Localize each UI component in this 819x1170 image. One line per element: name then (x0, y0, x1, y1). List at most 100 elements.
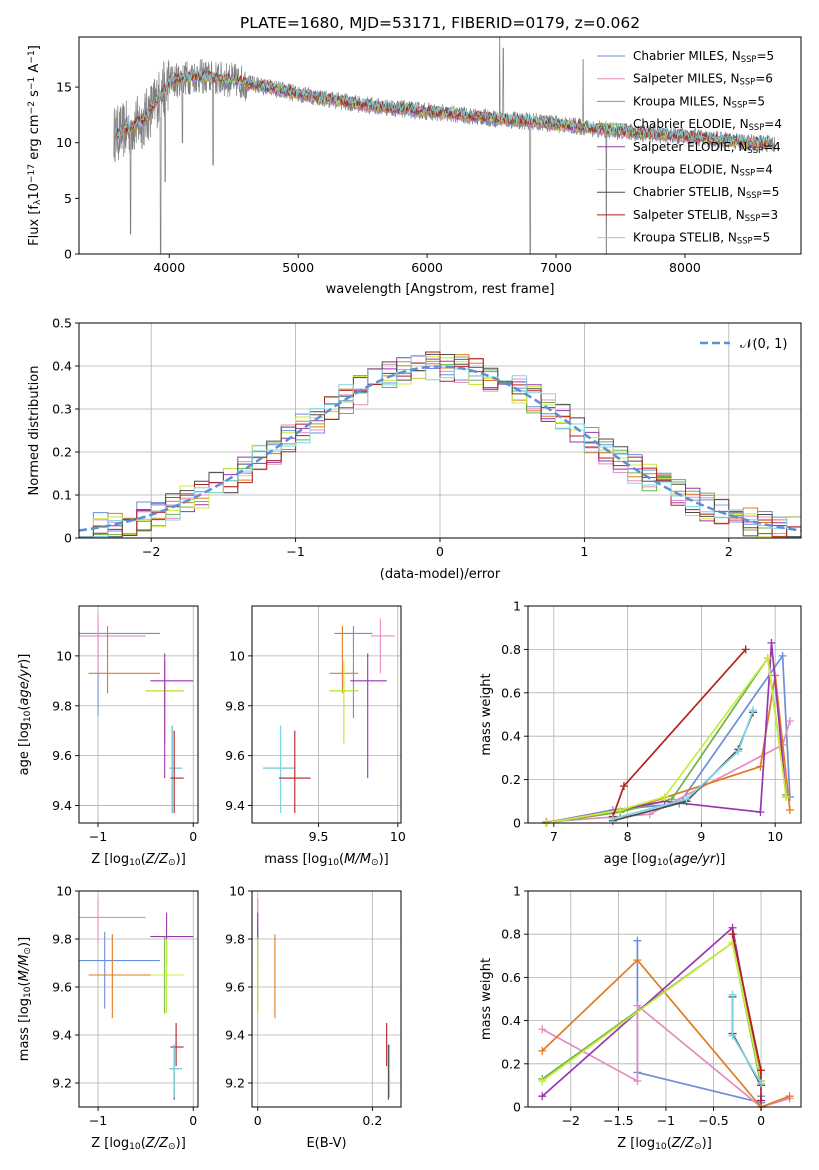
mass-weight-marker (633, 936, 642, 945)
mass-vs-extinction-ytick-label: 9.2 (225, 1076, 245, 1091)
legend-entry: Chabrier STELIB, NSSP=5 (633, 185, 779, 200)
mass-weight-vs-metallicity-frame (527, 890, 802, 1108)
mass-weight-vs-metallicity-ytick-label: 1 (513, 884, 521, 899)
mass-weight-marker (741, 645, 750, 654)
mass-weight-marker (734, 747, 743, 756)
mass-weight-marker (660, 792, 669, 801)
mass-weight-vs-metallicity-xtick-label: 0 (757, 1113, 765, 1128)
mass-weight-vs-age-xtick-label: 9 (697, 829, 705, 844)
mass-weight-line (541, 941, 762, 1082)
mass-weight-line (546, 655, 788, 824)
mass-vs-extinction-ytick-label: 9.8 (225, 932, 245, 947)
spectrum-xtick-label: 6000 (411, 260, 443, 275)
mass-vs-metallicity-ytick-label: 9.2 (52, 1076, 72, 1091)
residual-histogram-xtick-label: 1 (580, 544, 588, 559)
mass-weight-vs-age-ytick-label: 0.6 (501, 685, 521, 700)
spectrum-ytick-label: 10 (56, 135, 72, 150)
mass-vs-metallicity-ytick-label: 9.8 (52, 932, 72, 947)
mass-weight-vs-metallicity-xtick-label: −1 (657, 1113, 675, 1128)
mass-weight-marker (763, 654, 772, 663)
age-vs-metallicity-xtick-label: 0 (189, 829, 197, 844)
data-layer (78, 36, 802, 1111)
mass-vs-metallicity-xtick-label: −1 (89, 1113, 107, 1128)
spectrum-model-line (114, 68, 770, 146)
axes-layer (75, 36, 802, 1111)
mass-weight-marker (785, 805, 794, 814)
mass-weight-marker (782, 792, 791, 801)
age-vs-mass-ytick-label: 9.4 (225, 798, 245, 813)
mass-weight-marker (538, 1077, 547, 1086)
mass-weight-line (541, 926, 762, 1097)
mass-weight-vs-metallicity-xtick-label: −2 (562, 1113, 580, 1128)
mass-weight-vs-age-frame (527, 605, 802, 824)
spectrum-xlabel: wavelength [Angstrom, rest frame] (326, 282, 555, 297)
mass-weight-line (546, 720, 791, 823)
age-vs-mass-xlabel: mass [log10(M/M⊙)] (264, 852, 388, 868)
mass-weight-vs-metallicity-ytick-label: 0.4 (501, 1013, 521, 1028)
mass-weight-marker (757, 1066, 766, 1075)
mass-weight-vs-age-xtick-label: 10 (767, 829, 783, 844)
residual-histogram-xtick-label: 2 (725, 544, 733, 559)
mass-vs-extinction-xlabel: E(B-V) (306, 1136, 346, 1151)
mass-weight-vs-metallicity-ytick-label: 0.2 (501, 1056, 521, 1071)
spectrum-xtick-label: 7000 (540, 260, 572, 275)
mass-vs-metallicity-xtick-label: 0 (189, 1113, 197, 1128)
mass-weight-marker (757, 1079, 766, 1088)
age-vs-metallicity-frame (78, 605, 199, 824)
mass-weight-vs-age-ylabel: mass weight (479, 673, 494, 755)
mass-weight-marker (682, 795, 691, 804)
mass-weight-vs-metallicity-xtick-label: −1.5 (603, 1113, 633, 1128)
age-vs-mass-frame (251, 605, 402, 824)
legend-entry: Salpeter STELIB, NSSP=3 (633, 208, 778, 223)
age-vs-metallicity-xtick-label: −1 (89, 829, 107, 844)
mass-vs-metallicity-frame (78, 890, 199, 1108)
mass-weight-marker (538, 1092, 547, 1101)
legend-entry: Kroupa STELIB, NSSP=5 (633, 231, 770, 246)
residual-histogram-ytick-label: 0.5 (52, 316, 72, 331)
residual-histogram-xtick-label: 0 (436, 544, 444, 559)
mass-weight-marker (778, 651, 787, 660)
mass-weight-vs-metallicity-xtick-label: −0.5 (698, 1113, 728, 1128)
age-vs-mass-ytick-label: 10 (229, 648, 245, 663)
mass-weight-line (541, 958, 790, 1109)
mass-weight-vs-metallicity-ytick-label: 0.8 (501, 927, 521, 942)
mass-vs-extinction-ytick-label: 9.4 (225, 1028, 245, 1043)
mass-weight-vs-age-xlabel: age [log10(age/yr)] (604, 852, 726, 868)
figure-title: PLATE=1680, MJD=53171, FIBERID=0179, z=0… (240, 14, 640, 32)
age-vs-mass-ytick-label: 9.6 (225, 748, 245, 763)
legend-entry: Salpeter ELODIE, NSSP=4 (633, 140, 781, 155)
mass-weight-marker (608, 814, 617, 823)
mass-weight-vs-age-xtick-label: 7 (550, 829, 558, 844)
mass-vs-extinction-xtick-label: 0 (254, 1113, 262, 1128)
mass-weight-marker (756, 808, 765, 817)
mass-weight-marker (633, 1077, 642, 1086)
age-vs-metallicity-ytick-label: 10 (56, 648, 72, 663)
residual-histogram-xtick-label: −2 (142, 544, 160, 559)
spectrum-xtick-label: 4000 (153, 260, 185, 275)
spectrum-ytick-label: 5 (64, 191, 72, 206)
mass-weight-marker (785, 1092, 794, 1101)
mass-weight-vs-metallicity-ytick-label: 0.6 (501, 970, 521, 985)
mass-weight-line (612, 709, 754, 820)
legend-entry: 𝒩(0, 1) (740, 337, 787, 352)
mass-weight-marker (619, 782, 628, 791)
mass-weight-marker (767, 638, 776, 647)
spectrum-ytick-label: 0 (64, 247, 72, 262)
age-vs-mass-ytick-label: 9.8 (225, 698, 245, 713)
mass-weight-vs-metallicity-ylabel: mass weight (479, 958, 494, 1040)
age-vs-metallicity-ytick-label: 9.8 (52, 698, 72, 713)
residual-histogram-ytick-label: 0.1 (52, 488, 72, 503)
residual-histogram-ytick-label: 0.3 (52, 402, 72, 417)
histogram-step-line (78, 354, 801, 538)
mass-weight-vs-age-ytick-label: 0.2 (501, 772, 521, 787)
mass-vs-extinction-frame (251, 890, 402, 1108)
residual-histogram-xtick-label: −1 (286, 544, 304, 559)
residual-histogram-ytick-label: 0.4 (52, 359, 72, 374)
mass-weight-marker (633, 956, 642, 965)
mass-weight-marker (728, 930, 737, 939)
residual-histogram-ytick-label: 0.2 (52, 445, 72, 460)
mass-weight-vs-metallicity-xlabel: Z [log10(Z/Z⊙)] (617, 1136, 712, 1152)
mass-vs-metallicity-ytick-label: 10 (56, 884, 72, 899)
mass-weight-vs-age-ytick-label: 0 (513, 816, 521, 831)
mass-vs-extinction-ytick-label: 10 (229, 884, 245, 899)
